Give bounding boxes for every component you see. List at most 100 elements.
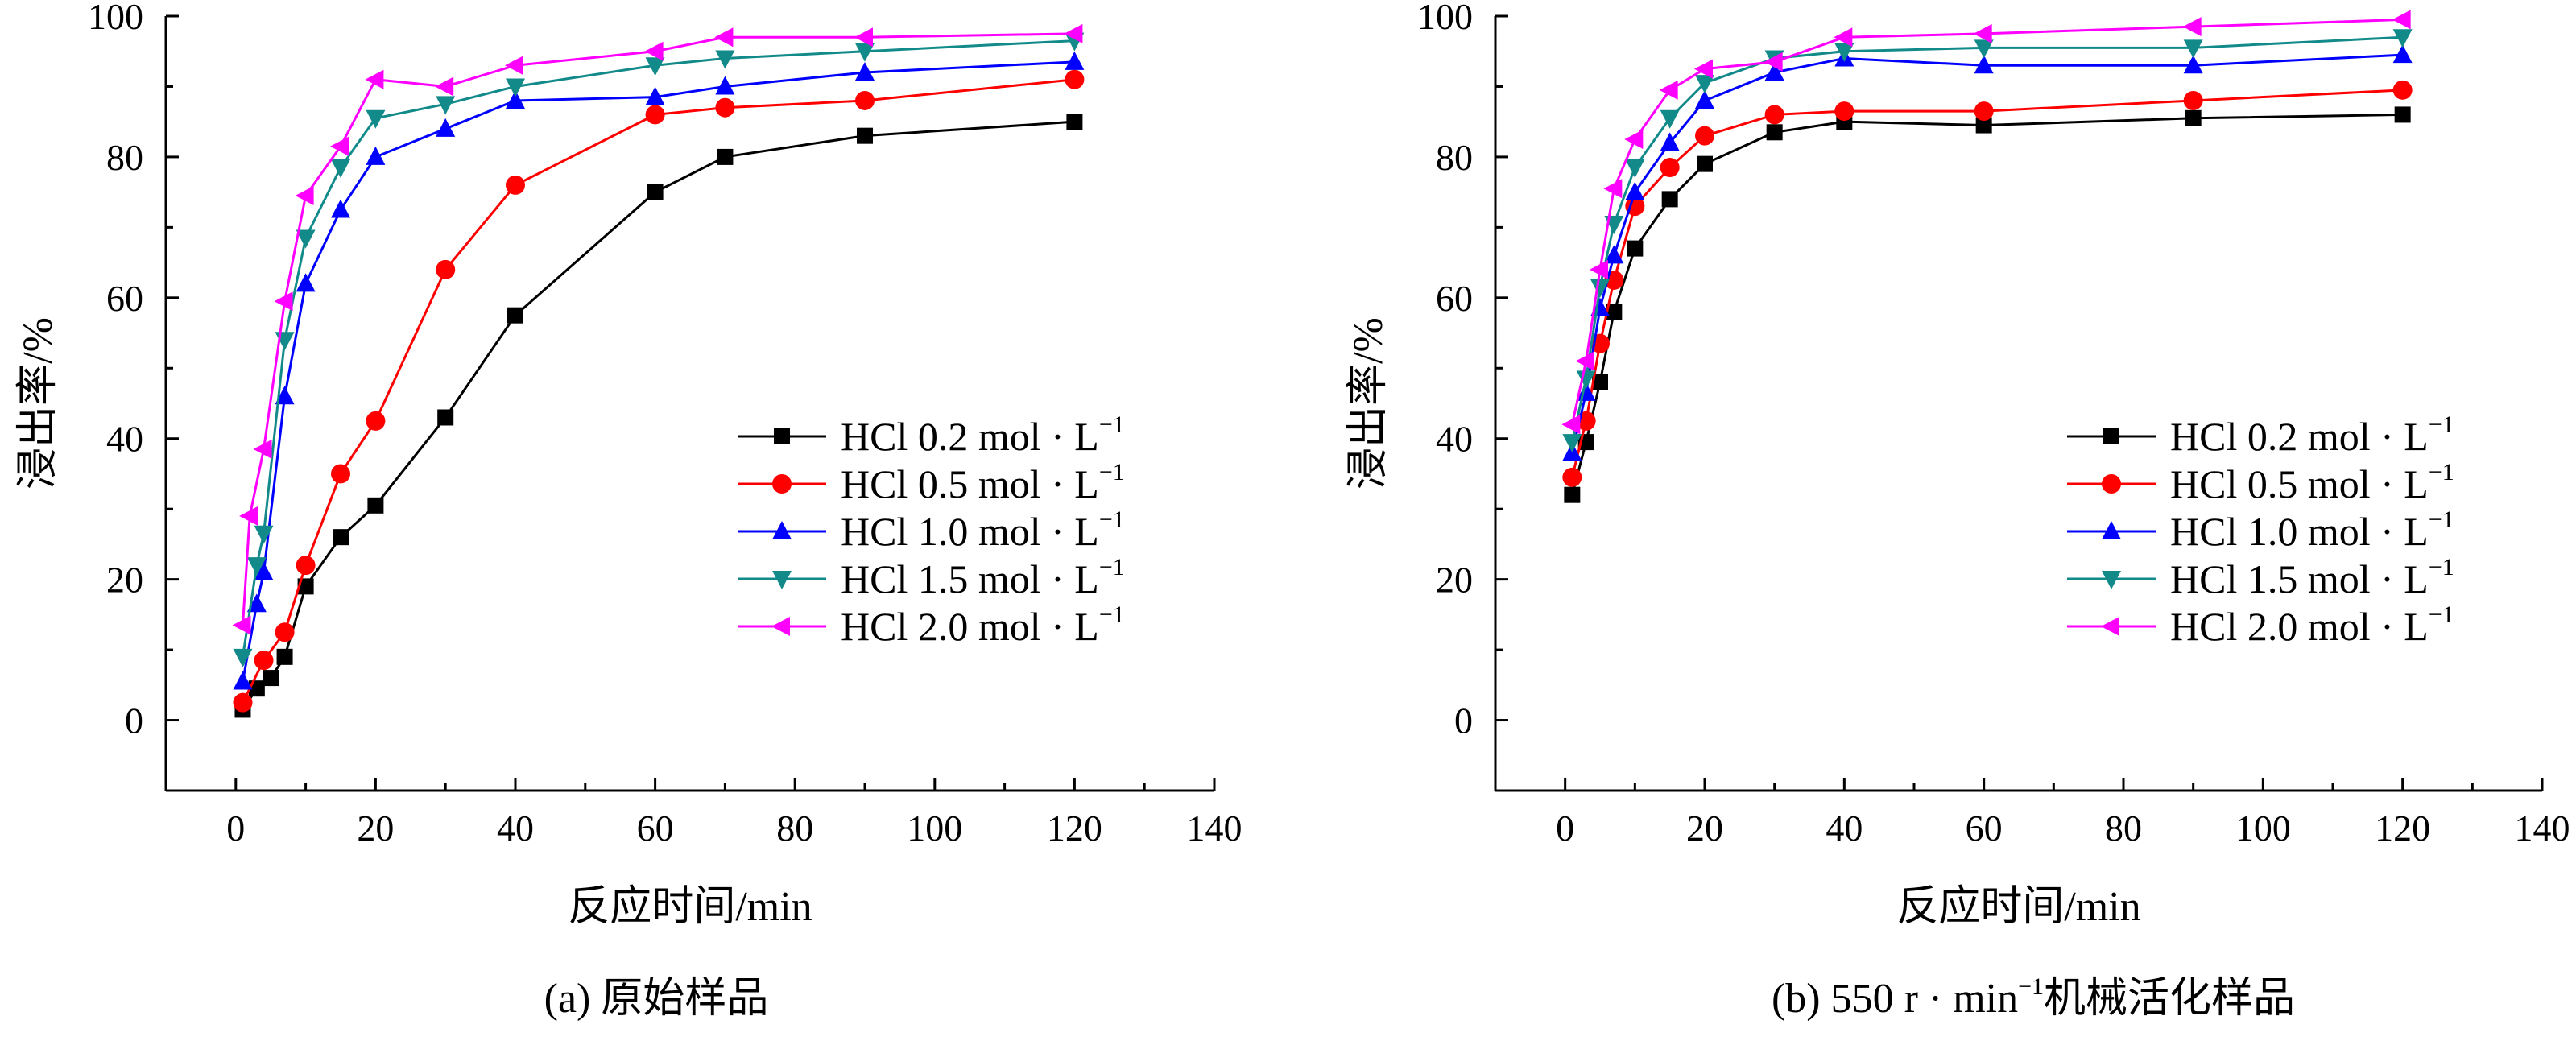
y-tick-label: 60 — [106, 278, 143, 319]
y-tick-label: 100 — [1417, 0, 1473, 37]
legend-label: HCl 1.5 mol · L−1 — [2170, 554, 2454, 601]
data-point — [2185, 109, 2202, 126]
data-point — [1561, 415, 1581, 435]
x-tick-label: 120 — [2375, 808, 2430, 849]
data-point — [1606, 304, 1623, 320]
y-tick-label: 80 — [106, 137, 143, 178]
data-point — [714, 27, 734, 48]
series-line — [1570, 35, 2403, 443]
data-point — [233, 692, 253, 713]
chart-panel-a: 0 20 40 60 80 100 0 20 40 60 80 100 120 140 反应时间/min 浸出… — [15, 0, 1243, 1022]
data-point — [296, 556, 316, 576]
data-point — [2392, 29, 2413, 48]
data-point — [1625, 181, 1645, 200]
data-point — [1562, 434, 1582, 453]
data-point — [1660, 109, 1680, 129]
data-point — [715, 76, 735, 95]
data-point — [2183, 39, 2203, 59]
data-point — [274, 291, 293, 312]
data-point — [2183, 90, 2203, 110]
data-point — [1764, 52, 1783, 72]
legend-label: HCl 0.2 mol · L−1 — [2170, 411, 2454, 459]
data-point — [239, 506, 258, 526]
series-5 — [1561, 10, 2411, 435]
x-tick-label: 60 — [1966, 808, 2003, 849]
x-tick-label: 0 — [1556, 808, 1574, 849]
series-3 — [1562, 44, 2413, 461]
legend-marker — [2103, 428, 2119, 444]
x-tick-label: 100 — [907, 808, 962, 849]
data-point — [1627, 240, 1644, 257]
data-point — [1834, 27, 1853, 48]
legend-label: HCl 1.5 mol · L−1 — [841, 554, 1125, 601]
legend-marker — [2102, 571, 2121, 589]
data-point — [254, 525, 274, 544]
series-line — [1570, 53, 2403, 453]
data-point — [366, 146, 386, 165]
data-point — [1576, 370, 1596, 390]
data-point — [436, 259, 456, 279]
legend-marker — [774, 428, 790, 444]
data-point — [1066, 114, 1083, 130]
data-point — [715, 50, 735, 69]
data-point — [232, 615, 251, 635]
data-point — [1604, 245, 1624, 264]
data-point — [367, 497, 384, 514]
x-axis-title: 反应时间/min — [568, 884, 812, 930]
legend-marker — [772, 474, 792, 494]
x-tick-label: 20 — [1686, 808, 1723, 849]
legend-label: HCl 2.0 mol · L−1 — [2170, 601, 2454, 649]
data-point — [2182, 17, 2202, 37]
data-point — [297, 578, 314, 595]
y-tick-label: 0 — [125, 700, 143, 742]
data-point — [647, 184, 664, 200]
data-point — [296, 229, 316, 249]
data-point — [1695, 126, 1714, 146]
data-point — [246, 557, 267, 576]
data-point — [1624, 130, 1644, 150]
data-point — [331, 199, 350, 218]
data-point — [1625, 159, 1645, 179]
data-point — [254, 651, 274, 671]
data-point — [1834, 43, 1854, 62]
data-point — [1974, 39, 1994, 59]
data-point — [1065, 69, 1085, 89]
data-point — [254, 561, 274, 580]
series-line — [1570, 113, 2403, 496]
series-4 — [1562, 29, 2413, 453]
data-point — [437, 409, 454, 426]
data-point — [506, 78, 525, 97]
data-point — [1592, 374, 1608, 390]
data-point — [1603, 179, 1623, 199]
data-point — [1975, 117, 1992, 134]
data-point — [1695, 89, 1714, 109]
legend-marker — [2102, 474, 2121, 494]
data-point — [2183, 55, 2203, 74]
x-tick-label: 40 — [497, 808, 534, 849]
legend-marker — [772, 571, 792, 589]
legend-marker — [2101, 617, 2119, 636]
data-point — [246, 593, 267, 613]
data-point — [233, 648, 253, 667]
data-point — [645, 86, 665, 105]
data-point — [506, 175, 525, 195]
legend-label: HCl 2.0 mol · L−1 — [841, 601, 1125, 649]
x-tick-label: 100 — [2235, 808, 2291, 849]
data-point — [1766, 124, 1783, 141]
data-point — [1764, 61, 1784, 81]
y-tick-label: 80 — [1436, 137, 1473, 178]
data-point — [253, 439, 272, 459]
data-point — [505, 56, 523, 76]
y-tick-label: 20 — [1436, 560, 1473, 601]
data-point — [1659, 80, 1678, 100]
data-point — [855, 61, 875, 81]
data-point — [1590, 279, 1610, 298]
data-point — [1661, 191, 1678, 208]
data-point — [1065, 51, 1085, 70]
legend-label: HCl 1.0 mol · L−1 — [2170, 506, 2454, 554]
data-point — [366, 109, 386, 129]
data-point — [1575, 351, 1594, 371]
data-point — [263, 670, 279, 687]
